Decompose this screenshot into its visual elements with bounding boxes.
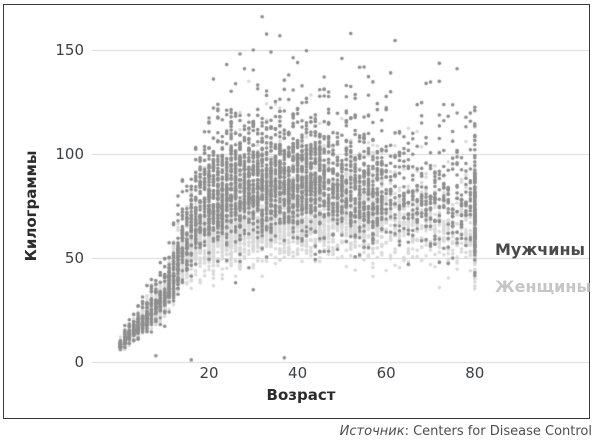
y-tick-label: 100 (55, 145, 84, 163)
plot-area (3, 4, 590, 419)
x-tick-label: 80 (465, 364, 485, 382)
x-tick-label: 40 (288, 364, 308, 382)
source-prefix: Источник (339, 424, 405, 439)
y-axis-title: Килограммы (22, 150, 40, 262)
y-tick-label: 50 (64, 249, 84, 267)
x-tick-label: 20 (199, 364, 219, 382)
x-tick-label: 60 (376, 364, 396, 382)
source-note: Источник: Centers for Disease Control (340, 424, 592, 439)
series-label-men: Мужчины (495, 240, 585, 259)
series-label-women: Женщины (495, 277, 591, 296)
source-text: : Centers for Disease Control (404, 424, 592, 439)
scatter-canvas (4, 5, 589, 418)
x-axis-title: Возраст (266, 386, 336, 404)
y-tick-label: 150 (55, 41, 84, 59)
y-tick-label: 0 (74, 353, 84, 371)
